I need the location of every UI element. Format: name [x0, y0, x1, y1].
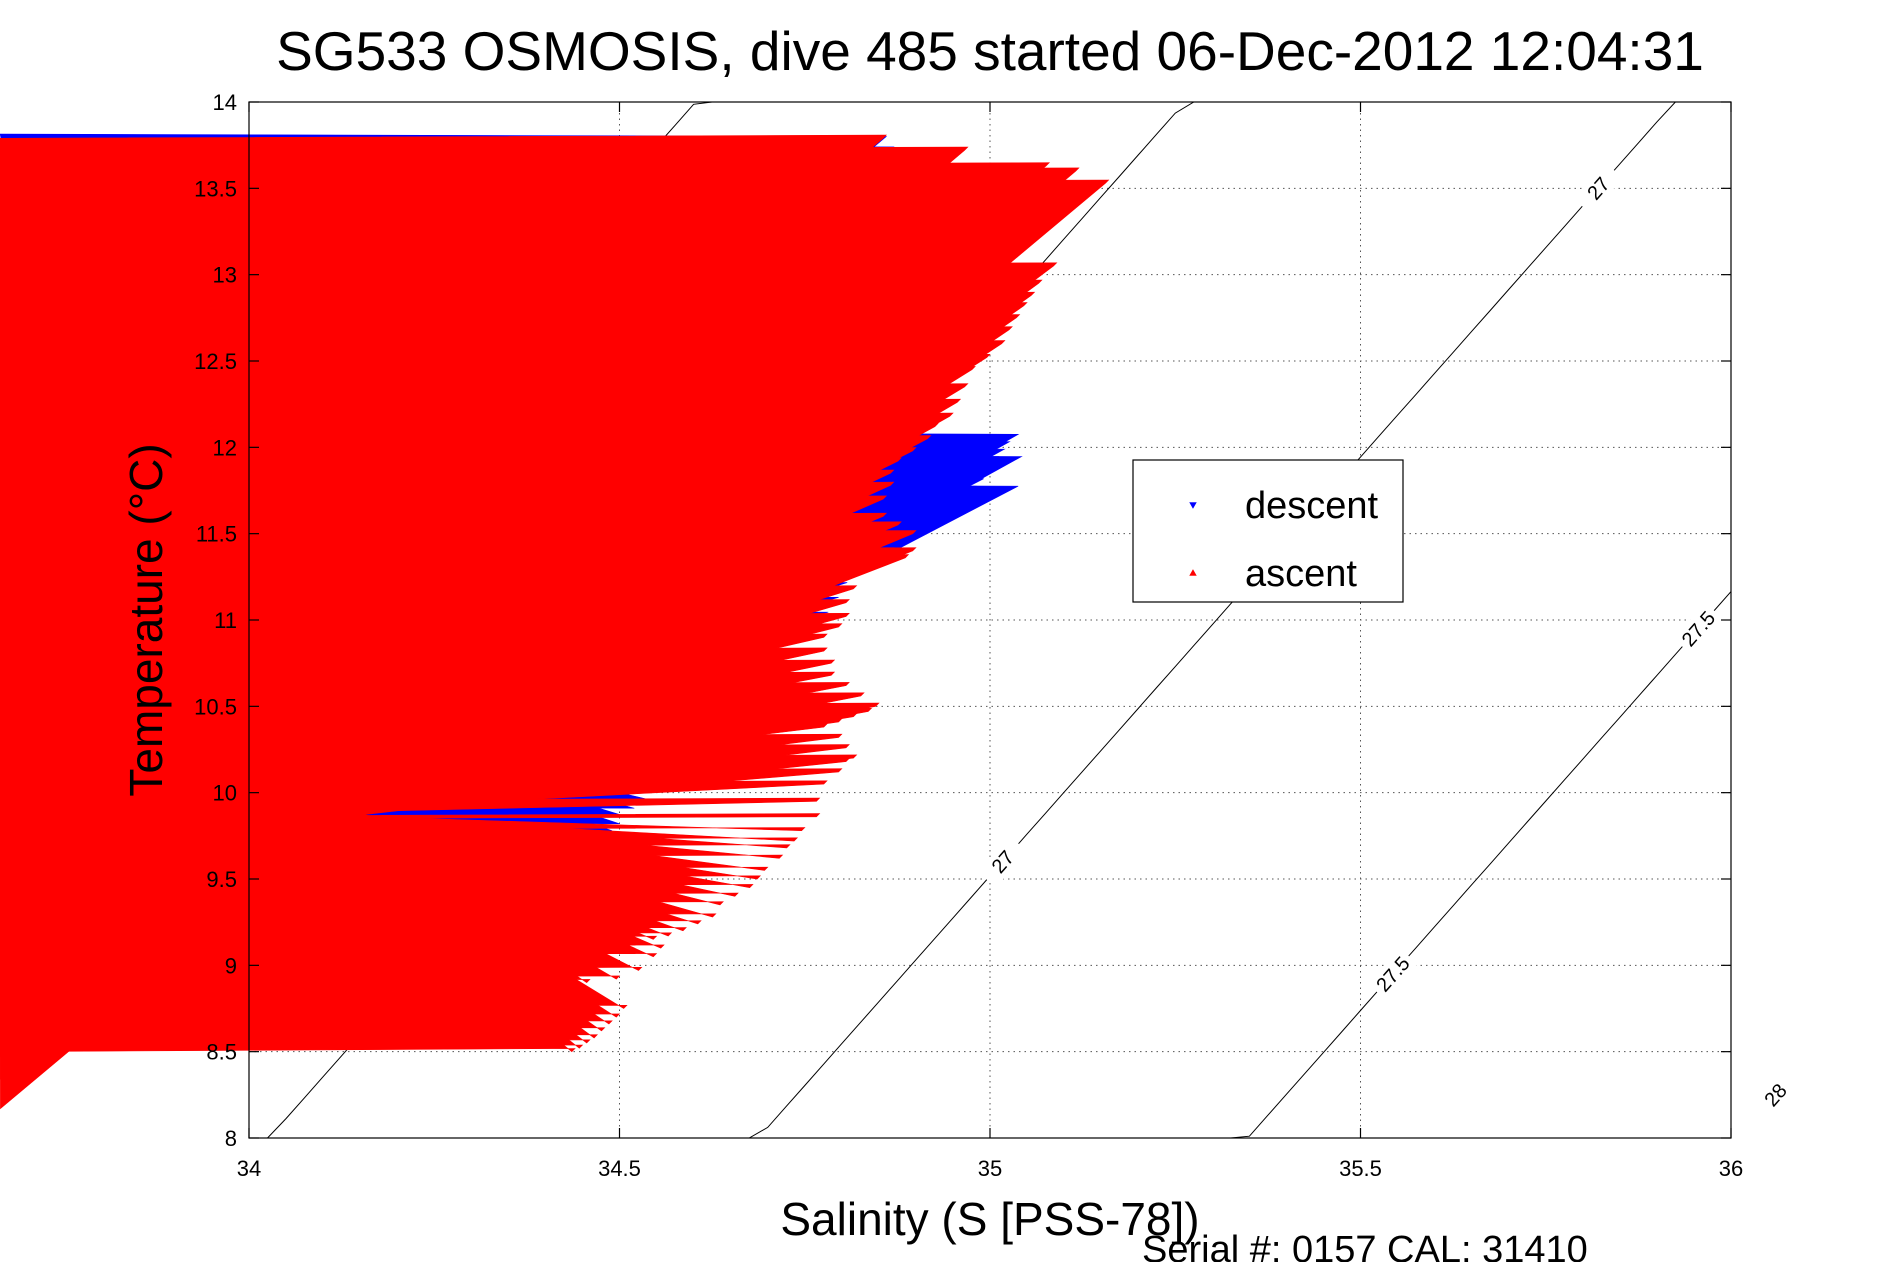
legend-label-ascent: ascent [1245, 553, 1357, 595]
serial-cal-footer: Serial #: 0157 CAL: 31410 [1142, 1229, 1588, 1262]
y-tick-label: 14 [213, 90, 237, 115]
data-layer [0, 133, 1110, 1110]
tick-layer: 34 34.5 35 35.5 36 8 8.5 9 9.5 10 10.5 11 11.5 12 12.5… [194, 90, 1743, 1181]
y-axis-label: Temperature (°C) [120, 443, 172, 796]
x-tick-label: 34.5 [598, 1156, 641, 1181]
isopycnal-label-bg [1673, 602, 1724, 655]
y-tick-label: 12.5 [194, 349, 237, 374]
y-tick-label: 13 [213, 263, 237, 288]
x-tick-label: 34 [237, 1156, 261, 1181]
series-ascent [0, 134, 1110, 1110]
isopycnal-line [693, 101, 1731, 1139]
x-tick-label: 36 [1719, 1156, 1743, 1181]
x-tick-label: 35 [978, 1156, 1002, 1181]
legend-marker-descent [1189, 502, 1197, 509]
ascent-point [0, 134, 888, 887]
chart-title: SG533 OSMOSIS, dive 485 started 06-Dec-2… [276, 20, 1704, 82]
y-tick-label: 10 [213, 781, 237, 806]
y-tick-label: 11.5 [196, 522, 237, 547]
y-tick-label: 13.5 [194, 176, 237, 201]
y-tick-label: 11 [214, 608, 237, 633]
isopycnal-label-bg [1367, 948, 1418, 1000]
isopycnal-label-bg [1573, 162, 1624, 215]
isopycnal-line [1175, 591, 1732, 1139]
y-tick-label: 9.5 [206, 867, 237, 892]
y-tick-label: 8 [225, 1126, 237, 1151]
isopycnal-label-bg [977, 835, 1028, 888]
x-axis-label: Salinity (S [PSS-78]) [780, 1193, 1199, 1245]
legend: descent ascent [1132, 459, 1404, 603]
legend-box [1132, 459, 1404, 603]
y-tick-label: 12 [213, 435, 237, 460]
legend-marker-ascent [1189, 569, 1197, 576]
x-tick-label: 35.5 [1339, 1156, 1382, 1181]
isopycnal-label-bg [1750, 1068, 1801, 1121]
legend-label-descent: descent [1245, 485, 1379, 527]
legend-entries: descent ascent [1189, 485, 1379, 595]
y-tick-label: 10.5 [194, 694, 237, 719]
y-tick-label: 9 [225, 953, 237, 978]
y-tick-label: 8.5 [206, 1040, 237, 1065]
